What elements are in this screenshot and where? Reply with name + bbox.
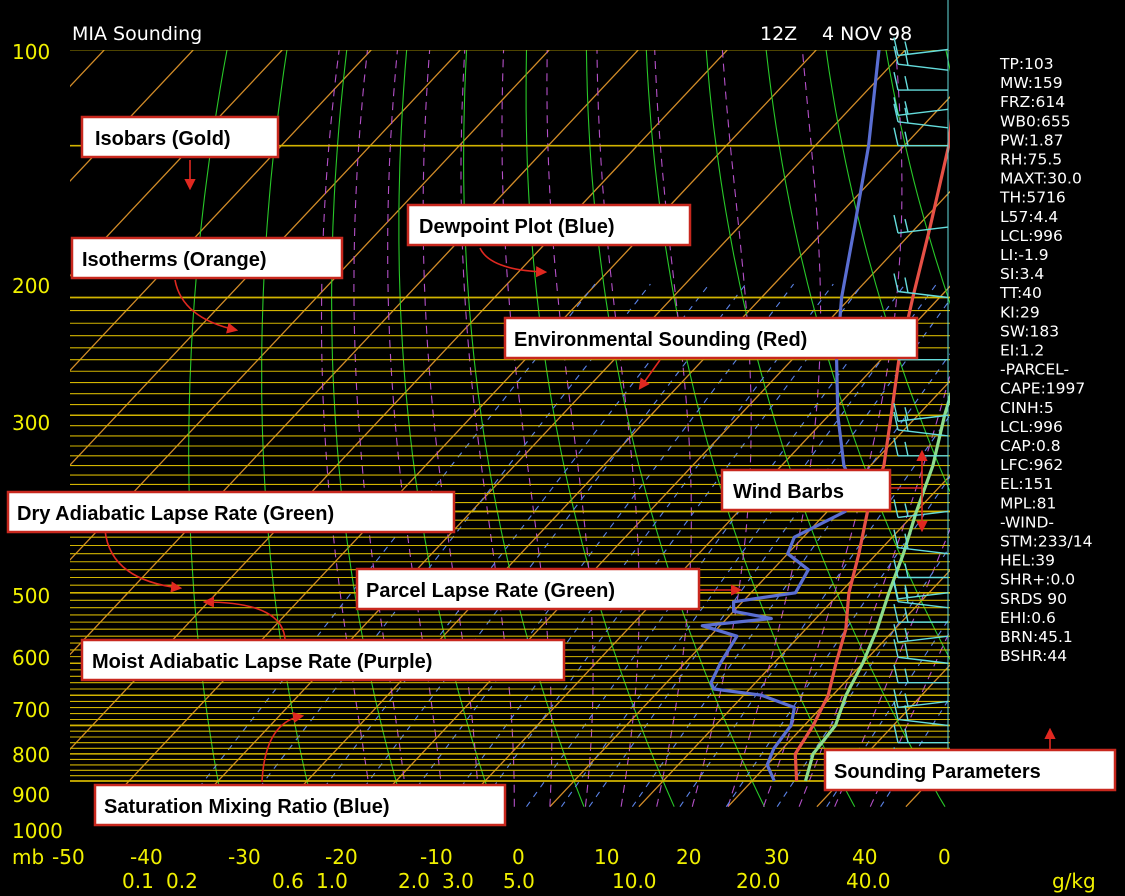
mtick-1.0: 1.0 — [316, 869, 348, 893]
mtick-20.0: 20.0 — [736, 869, 781, 893]
parameter-item: -WIND- — [1000, 513, 1054, 531]
label-isotherms-text: Isotherms (Orange) — [82, 249, 266, 271]
label-moist-adiabatic-text: Moist Adiabatic Lapse Rate (Purple) — [92, 651, 432, 673]
parameter-item: EHI:0.6 — [1000, 609, 1056, 627]
mtick-0.2: 0.2 — [166, 869, 198, 893]
label-dry-adiabatic-text: Dry Adiabatic Lapse Rate (Green) — [17, 503, 334, 525]
parameter-item: KI:29 — [1000, 303, 1040, 321]
ytick-100: 100 — [12, 40, 50, 64]
mtick-5.0: 5.0 — [503, 869, 535, 893]
chart-date: 4 NOV 98 — [822, 23, 912, 45]
parameter-item: -PARCEL- — [1000, 361, 1069, 379]
label-isotherms: Isotherms (Orange) — [72, 238, 342, 278]
parameter-item: SHR+:0.0 — [1000, 571, 1075, 589]
mtick-3.0: 3.0 — [442, 869, 474, 893]
label-isobars-text: Isobars (Gold) — [95, 128, 231, 150]
xtick-minus10: -10 — [420, 845, 453, 869]
mtick-2.0: 2.0 — [398, 869, 430, 893]
y-axis-unit: mb — [12, 845, 44, 869]
xtick-40: 40 — [852, 845, 877, 869]
label-environmental-text: Environmental Sounding (Red) — [514, 329, 807, 351]
ytick-300: 300 — [12, 411, 50, 435]
parameter-item: TP:103 — [999, 55, 1054, 73]
parameter-item: MW:159 — [1000, 74, 1063, 92]
parameter-item: WB0:655 — [1000, 112, 1071, 130]
xtick-10: 10 — [594, 845, 619, 869]
ytick-800: 800 — [12, 743, 50, 767]
parameter-item: SRDS 90 — [1000, 590, 1067, 608]
label-moist-adiabatic: Moist Adiabatic Lapse Rate (Purple) — [82, 640, 564, 680]
label-isobars: Isobars (Gold) — [82, 117, 278, 157]
parameter-item: RH:75.5 — [1000, 151, 1062, 169]
parameter-item: STM:233/14 — [1000, 533, 1092, 551]
xtick-20: 20 — [676, 845, 701, 869]
label-saturation-text: Saturation Mixing Ratio (Blue) — [104, 796, 390, 818]
parameter-item: TT:40 — [999, 284, 1042, 302]
parameter-item: BSHR:44 — [1000, 647, 1067, 665]
xtick-minus40: -40 — [130, 845, 163, 869]
label-saturation: Saturation Mixing Ratio (Blue) — [95, 785, 505, 825]
ytick-500: 500 — [12, 584, 50, 608]
label-parcel: Parcel Lapse Rate (Green) — [357, 569, 699, 609]
xtick-minus50: -50 — [52, 845, 85, 869]
xtick-minus20: -20 — [325, 845, 358, 869]
label-dewpoint: Dewpoint Plot (Blue) — [408, 205, 690, 245]
label-dry-adiabatic: Dry Adiabatic Lapse Rate (Green) — [8, 492, 454, 532]
ytick-700: 700 — [12, 698, 50, 722]
label-sounding-parameters: Sounding Parameters — [825, 750, 1115, 790]
parameter-item: EL:151 — [1000, 475, 1053, 493]
chart-time: 12Z — [760, 23, 797, 45]
parameter-item: CAPE:1997 — [1000, 380, 1085, 398]
label-wind-barbs-text: Wind Barbs — [733, 481, 844, 503]
mixing-ratio-unit: g/kg — [1052, 869, 1096, 893]
label-dewpoint-text: Dewpoint Plot (Blue) — [419, 216, 615, 238]
parameter-item: BRN:45.1 — [1000, 628, 1073, 646]
mtick-10.0: 10.0 — [612, 869, 657, 893]
xtick-0: 0 — [512, 845, 525, 869]
label-parcel-text: Parcel Lapse Rate (Green) — [366, 580, 615, 602]
mtick-0.1: 0.1 — [122, 869, 154, 893]
ytick-200: 200 — [12, 274, 50, 298]
parameter-item: MAXT:30.0 — [1000, 170, 1082, 188]
parameter-item: L57:4.4 — [1000, 208, 1058, 226]
parameter-item: HEL:39 — [1000, 552, 1055, 570]
parameter-item: LFC:962 — [1000, 456, 1063, 474]
parameter-item: SW:183 — [1000, 322, 1059, 340]
mtick-40.0: 40.0 — [846, 869, 891, 893]
xtick-minus30: -30 — [228, 845, 261, 869]
parameter-item: CINH:5 — [1000, 399, 1054, 417]
parameter-item: SI:3.4 — [1000, 265, 1044, 283]
parameter-item: PW:1.87 — [1000, 131, 1064, 149]
xtick-30: 30 — [764, 845, 789, 869]
ytick-1000: 1000 — [12, 819, 63, 843]
mtick-0.6: 0.6 — [272, 869, 304, 893]
parameter-item: LCL:996 — [1000, 227, 1063, 245]
label-environmental: Environmental Sounding (Red) — [505, 318, 917, 358]
parameter-item: TH:5716 — [999, 189, 1066, 207]
label-sounding-parameters-text: Sounding Parameters — [834, 761, 1041, 783]
xtick-0-right: 0 — [938, 845, 951, 869]
ytick-900: 900 — [12, 783, 50, 807]
parameter-item: EI:1.2 — [1000, 342, 1044, 360]
ytick-600: 600 — [12, 646, 50, 670]
parameter-item: MPL:81 — [1000, 494, 1056, 512]
parameter-item: CAP:0.8 — [1000, 437, 1061, 455]
parameter-item: LI:-1.9 — [1000, 246, 1049, 264]
label-wind-barbs: Wind Barbs — [722, 470, 890, 510]
chart-title: MIA Sounding — [72, 23, 202, 45]
parameter-item: LCL:996 — [1000, 418, 1063, 436]
parameter-item: FRZ:614 — [1000, 93, 1065, 111]
